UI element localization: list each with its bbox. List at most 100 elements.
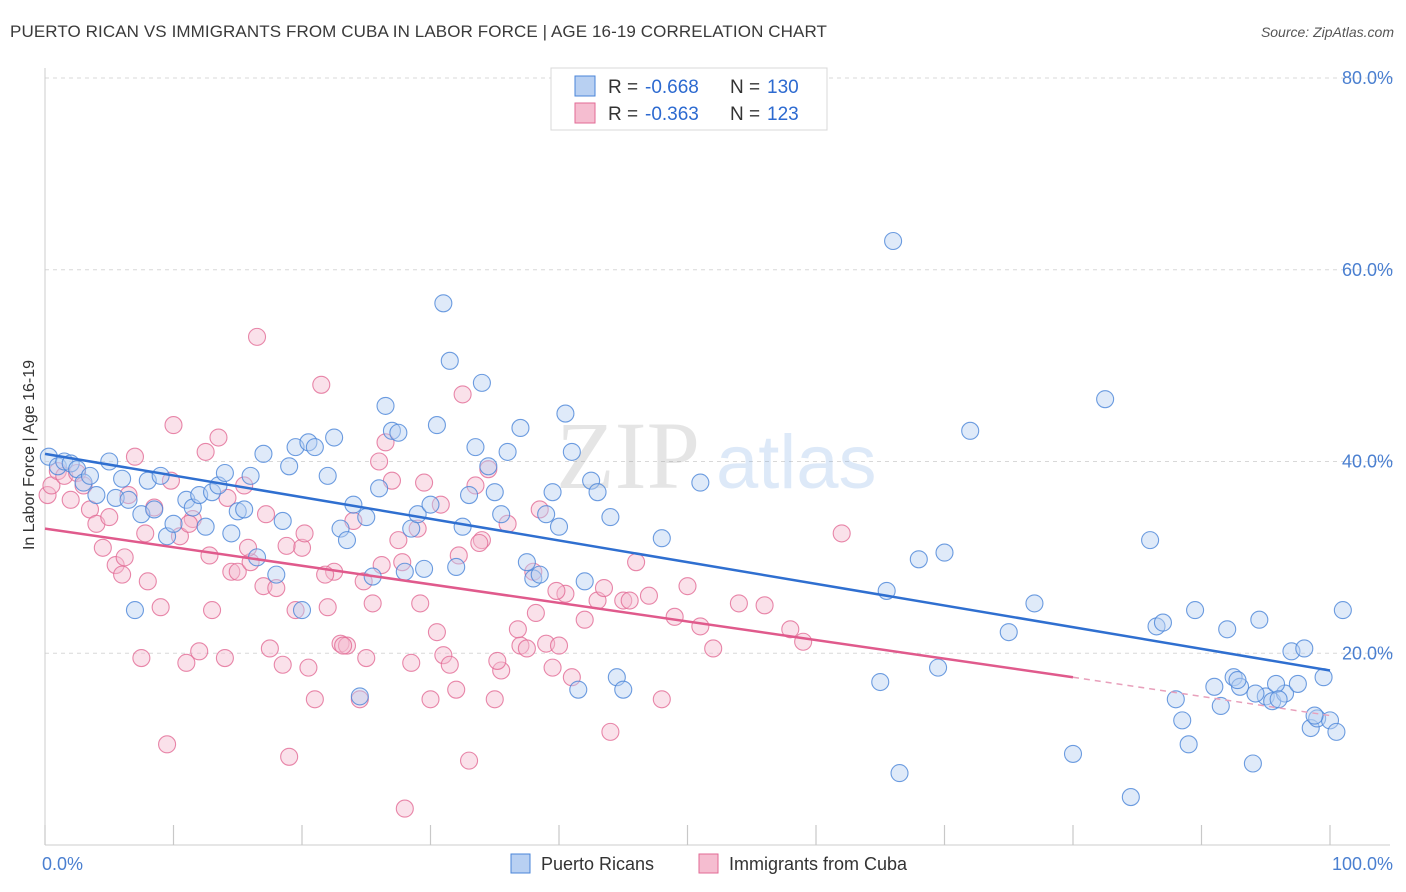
legend: R = -0.668 N = 130 R = -0.363 N = 123 bbox=[550, 67, 828, 131]
puerto-rican-point-50 bbox=[389, 423, 408, 442]
puerto-rican-point-8 bbox=[100, 452, 119, 471]
cuba-point-40 bbox=[292, 538, 312, 557]
cuba-point-28 bbox=[215, 648, 234, 668]
legend-n-value-2: 123 bbox=[767, 104, 799, 125]
puerto-rican-point-47 bbox=[370, 479, 389, 498]
cuba-point-60 bbox=[421, 690, 440, 709]
puerto-rican-point-36 bbox=[292, 601, 312, 620]
legend-r-value-2: -0.363 bbox=[645, 104, 699, 125]
bottom-legend-swatch-blue bbox=[510, 853, 531, 874]
puerto-rican-point-29 bbox=[241, 466, 260, 485]
cuba-point-112 bbox=[354, 572, 373, 591]
puerto-rican-point-54 bbox=[415, 559, 434, 578]
cuba-point-116 bbox=[431, 495, 450, 514]
puerto-rican-point-84 bbox=[652, 529, 671, 548]
puerto-rican-point-83 bbox=[614, 680, 633, 699]
puerto-rican-point-77 bbox=[569, 680, 588, 699]
cuba-point-66 bbox=[459, 751, 479, 770]
puerto-rican-point-103 bbox=[1173, 711, 1192, 730]
cuba-point-4 bbox=[61, 490, 80, 509]
cuba-point-47 bbox=[337, 636, 357, 655]
puerto-rican-point-11 bbox=[119, 490, 138, 509]
puerto-rican-point-80 bbox=[588, 483, 607, 502]
cuba-point-85 bbox=[601, 722, 620, 741]
puerto-rican-point-78 bbox=[575, 572, 594, 591]
puerto-rican-point-99 bbox=[1141, 531, 1160, 550]
cuba-point-117 bbox=[449, 546, 468, 565]
puerto-rican-point-32 bbox=[267, 565, 286, 584]
puerto-rican-point-105 bbox=[1186, 601, 1205, 620]
legend-r-value-1: -0.668 bbox=[645, 77, 699, 98]
cuba-point-33 bbox=[247, 327, 267, 346]
cuba-point-63 bbox=[440, 655, 459, 674]
watermark-atlas: atlas bbox=[716, 420, 877, 505]
cuba-point-104 bbox=[200, 546, 219, 565]
puerto-rican-point-118 bbox=[1295, 639, 1314, 658]
cuba-point-107 bbox=[256, 505, 276, 524]
puerto-rican-point-81 bbox=[601, 508, 620, 527]
puerto-rican-point-18 bbox=[164, 514, 183, 533]
puerto-rican-point-33 bbox=[273, 511, 292, 530]
cuba-point-82 bbox=[575, 610, 594, 629]
cuba-point-119 bbox=[488, 651, 507, 670]
cuba-point-94 bbox=[704, 639, 723, 658]
y-tick-label-2: 60.0% bbox=[1342, 260, 1393, 280]
legend-r-label-2: R = bbox=[608, 104, 638, 125]
puerto-rican-point-38 bbox=[305, 438, 324, 457]
puerto-rican-point-63 bbox=[472, 373, 491, 392]
y-tick-label-0: 20.0% bbox=[1342, 643, 1393, 663]
bottom-legend: Puerto Ricans Immigrants from Cuba bbox=[510, 853, 908, 874]
cuba-point-44 bbox=[318, 598, 337, 617]
puerto-rican-point-66 bbox=[492, 505, 511, 524]
legend-swatch-pink bbox=[574, 102, 596, 124]
puerto-rican-point-28 bbox=[235, 500, 254, 519]
cuba-point-95 bbox=[729, 594, 748, 613]
puerto-rican-point-128 bbox=[1228, 671, 1247, 690]
cuba-point-24 bbox=[190, 642, 209, 661]
source-credit: Source: ZipAtlas.com bbox=[1260, 24, 1394, 40]
bottom-legend-swatch-pink bbox=[698, 853, 719, 874]
trend-line-cuba bbox=[44, 527, 1074, 679]
puerto-rican-point-74 bbox=[549, 517, 569, 536]
puerto-rican-point-85 bbox=[691, 473, 710, 492]
cuba-point-88 bbox=[627, 553, 646, 572]
puerto-rican-point-72 bbox=[537, 505, 556, 524]
cuba-point-0 bbox=[38, 486, 57, 505]
puerto-rican-point-125 bbox=[1266, 674, 1286, 693]
cuba-point-93 bbox=[691, 617, 710, 636]
cuba-point-109 bbox=[295, 524, 314, 543]
cuba-point-52 bbox=[370, 452, 389, 471]
legend-r-label-1: R = bbox=[608, 77, 638, 98]
cuba-point-68 bbox=[472, 531, 491, 550]
cuba-point-106 bbox=[238, 538, 258, 557]
cuba-point-108 bbox=[277, 536, 296, 555]
legend-n-label-1: N = bbox=[730, 77, 760, 98]
puerto-rican-point-34 bbox=[280, 457, 299, 476]
trend-line-puerto-ricans bbox=[44, 452, 1331, 672]
cuba-point-78 bbox=[543, 658, 562, 677]
puerto-rican-point-79 bbox=[582, 471, 601, 490]
puerto-rican-point-73 bbox=[543, 483, 562, 502]
puerto-rican-point-56 bbox=[427, 416, 446, 435]
cuba-point-86 bbox=[614, 591, 633, 610]
puerto-rican-point-111 bbox=[1243, 754, 1262, 773]
cuba-point-53 bbox=[376, 433, 395, 452]
puerto-rican-point-23 bbox=[203, 483, 222, 502]
series-cuba-points bbox=[38, 327, 851, 818]
y-axis-label: In Labor Force | Age 16-19 bbox=[21, 360, 38, 550]
puerto-rican-point-98 bbox=[1121, 788, 1140, 807]
cuba-point-92 bbox=[678, 577, 697, 596]
puerto-rican-point-15 bbox=[145, 500, 164, 519]
puerto-rican-point-126 bbox=[1269, 690, 1288, 709]
cuba-point-121 bbox=[526, 603, 545, 623]
cuba-point-42 bbox=[305, 690, 324, 709]
puerto-rican-point-76 bbox=[562, 442, 581, 461]
puerto-rican-point-71 bbox=[530, 565, 549, 584]
cuba-point-71 bbox=[492, 661, 511, 680]
series-puerto-rican-points bbox=[39, 231, 1352, 807]
puerto-rican-point-59 bbox=[447, 557, 466, 577]
cuba-point-91 bbox=[665, 607, 684, 626]
cuba-point-36 bbox=[267, 579, 286, 598]
puerto-rican-point-64 bbox=[479, 457, 498, 476]
cuba-point-59 bbox=[415, 473, 434, 492]
